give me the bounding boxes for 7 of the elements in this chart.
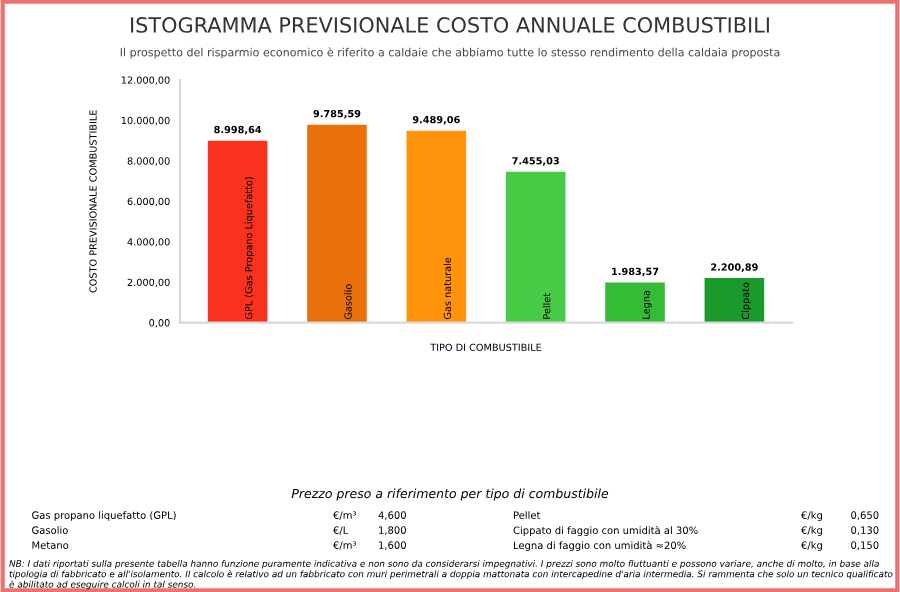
chart-title: ISTOGRAMMA PREVISIONALE COSTO ANNUALE COMBUSTIBILI xyxy=(131,17,769,33)
bar xyxy=(207,140,268,323)
bar xyxy=(704,278,765,323)
bar xyxy=(406,130,467,323)
bar xyxy=(307,124,367,323)
bar xyxy=(505,171,566,323)
bar xyxy=(605,282,665,323)
